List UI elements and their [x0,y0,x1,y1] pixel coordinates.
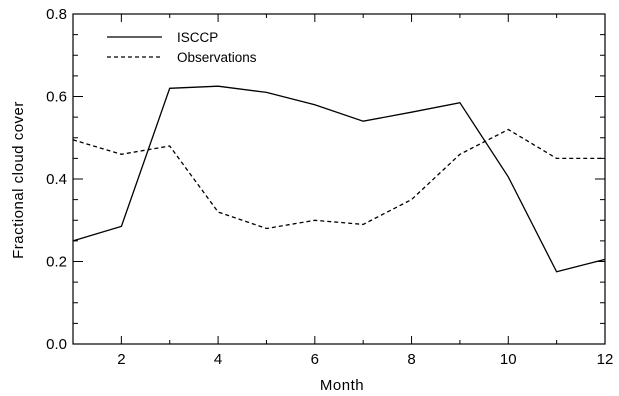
x-axis-title: Month [320,377,364,394]
series-line-isccp [72,85,606,273]
y-tick-label: 0.8 [46,6,67,23]
x-tick-label: 8 [407,351,415,368]
x-tick-label: 12 [597,351,614,368]
x-tick-label: 6 [311,351,319,368]
x-tick-label: 2 [117,351,125,368]
x-axis-ticks: 2 4 6 8 10 12 [72,14,614,368]
legend-label-observations: Observations [177,50,257,65]
legend: ISCCP Observations [107,30,257,65]
y-tick-label: 0.2 [46,254,67,271]
y-axis-ticks: 0.0 0.2 0.4 0.6 0.8 [46,6,605,353]
y-tick-label: 0.6 [46,89,67,106]
y-tick-label: 0.0 [46,336,67,353]
series-layer [72,85,606,273]
y-axis-title: Fractional cloud cover [10,101,27,259]
x-tick-label: 4 [214,351,222,368]
plot-border [72,13,606,345]
y-tick-label: 0.4 [46,171,67,188]
legend-label-isccp: ISCCP [177,30,218,45]
plot-frame [72,13,606,345]
series-line-observations [72,128,605,230]
x-tick-label: 10 [500,351,517,368]
